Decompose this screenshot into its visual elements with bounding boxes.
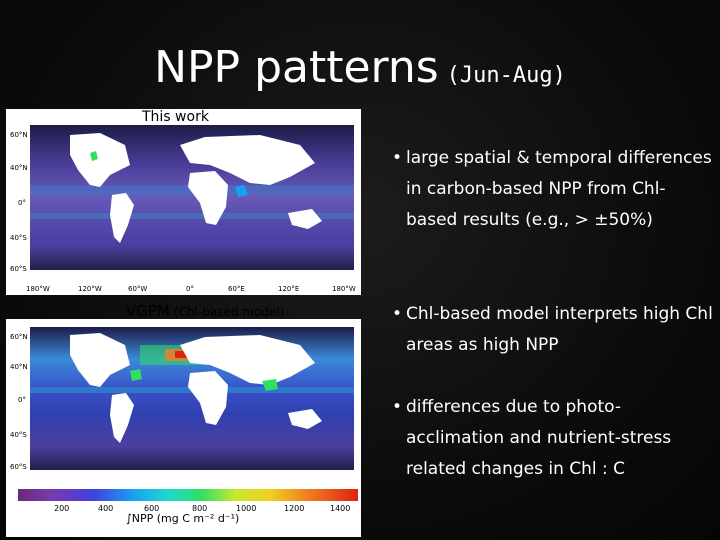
lat-label: 40°N — [10, 363, 28, 371]
lat-label: 0° — [18, 199, 26, 207]
colorbar-tick: 200 — [54, 504, 70, 513]
lon-label: 180°W — [26, 285, 50, 293]
npp-map-vgpm-image — [30, 327, 354, 485]
bullet-text: large spatial & temporal differences in … — [406, 148, 712, 230]
lon-label: 60°E — [228, 285, 245, 293]
bullet-text: differences due to photo-acclimation and… — [406, 397, 672, 479]
bullet-item: • Chl-based model interprets high Chl ar… — [392, 299, 714, 361]
npp-colorbar — [18, 489, 358, 501]
panel-label-this-work: This work — [142, 109, 209, 125]
bullet-item: • differences due to photo-acclimation a… — [392, 392, 714, 485]
lat-label: 60°S — [10, 463, 27, 471]
lat-label: 60°N — [10, 333, 28, 341]
lon-label: 60°W — [128, 285, 148, 293]
colorbar-tick: 600 — [144, 504, 160, 513]
lon-label: 180°W — [332, 285, 356, 293]
lat-label: 40°S — [10, 234, 27, 242]
title-main: NPP patterns — [154, 42, 439, 93]
npp-map-this-work-image — [30, 125, 354, 285]
title-subtitle: (Jun-Aug) — [446, 63, 566, 88]
lon-label: 0° — [186, 285, 194, 293]
panel-label-vgpm: VGPM (Chl-based model) — [126, 302, 284, 320]
map-panel-vgpm: 60°N 40°N 0° 40°S 60°S 200 400 600 800 1… — [6, 319, 361, 537]
lat-label: 0° — [18, 396, 26, 404]
lon-label: 120°E — [278, 285, 300, 293]
lat-label: 40°S — [10, 431, 27, 439]
bullet-dot: • — [392, 397, 403, 417]
npp-map-this-work — [30, 125, 354, 285]
lon-label: 120°W — [78, 285, 102, 293]
colorbar-units: ∫NPP (mg C m⁻² d⁻¹) — [126, 512, 240, 525]
colorbar-tick: 400 — [98, 504, 114, 513]
lat-label: 60°N — [10, 131, 28, 139]
bullet-text: Chl-based model interprets high Chl area… — [406, 304, 713, 355]
colorbar-tick: 1000 — [236, 504, 257, 513]
panel-label-vgpm-name: VGPM — [126, 302, 170, 320]
bullet-dot: • — [392, 304, 403, 324]
lat-label: 40°N — [10, 164, 28, 172]
colorbar-tick: 1200 — [284, 504, 305, 513]
bullet-dot: • — [392, 148, 403, 168]
slide-title: NPP patterns (Jun-Aug) — [0, 42, 720, 93]
map-panel-this-work: This work — [6, 109, 361, 295]
npp-map-vgpm — [30, 327, 354, 485]
bullet-item: • large spatial & temporal differences i… — [392, 143, 714, 236]
colorbar-tick: 1400 — [330, 504, 351, 513]
panel-label-vgpm-note: (Chl-based model) — [173, 305, 285, 319]
colorbar-tick: 800 — [192, 504, 208, 513]
lat-label: 60°S — [10, 265, 27, 273]
